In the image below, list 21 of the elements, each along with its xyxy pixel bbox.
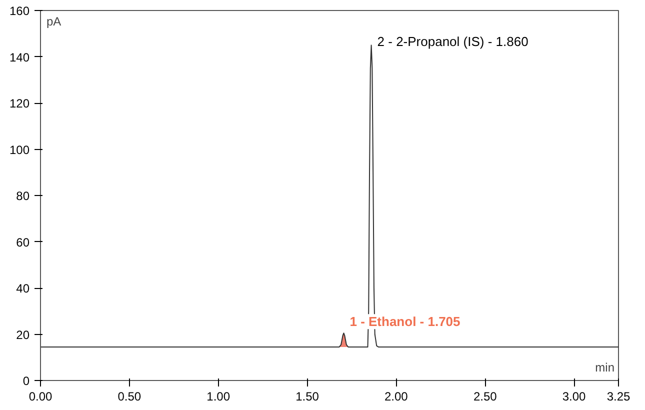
x-tick-label: 3.25 [606, 390, 631, 404]
y-tick-label: 60 [16, 235, 30, 250]
y-tick-label: 40 [16, 282, 30, 296]
annotation: 1 - Ethanol - 1.705 [350, 314, 460, 330]
y-tick-label: 100 [9, 142, 30, 157]
y-axis-title: pA [46, 14, 62, 28]
x-tick-label: 2.50 [473, 390, 498, 404]
y-tick-label: 160 [9, 4, 30, 18]
y-tick-label: 80 [16, 189, 30, 203]
x-tick-label: 1.00 [206, 390, 230, 404]
x-tick-label: 1.50 [296, 390, 320, 404]
annotation: 2 - 2-Propanol (IS) - 1.860 [377, 34, 528, 50]
x-tick-label: 2.00 [384, 390, 408, 404]
y-tick-label: 120 [9, 96, 30, 110]
x-tick-label: 3.00 [562, 390, 586, 404]
x-tick-label: 0.50 [118, 390, 142, 404]
x-axis-title: min [595, 360, 615, 374]
y-tick-label: 0 [22, 374, 30, 388]
y-tick-label: 140 [9, 50, 30, 64]
x-tick-label: 0.00 [28, 390, 53, 404]
y-tick-label: 20 [16, 328, 30, 342]
